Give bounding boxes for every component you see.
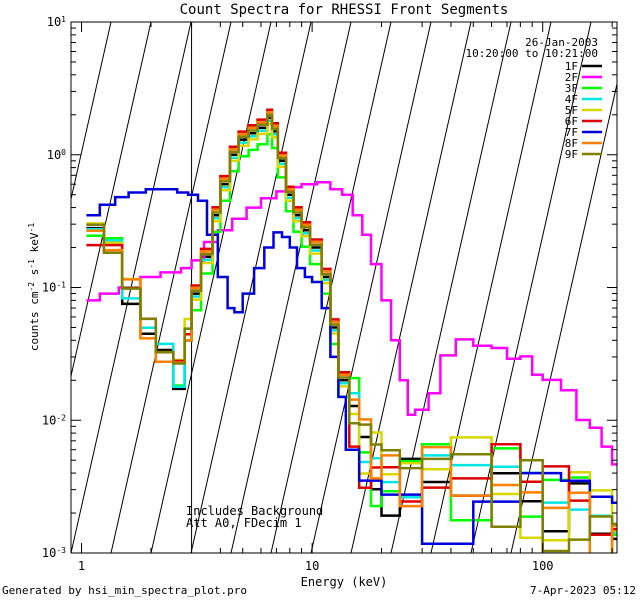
hatch-line bbox=[230, 22, 352, 553]
hatch-line bbox=[110, 22, 232, 553]
y-tick-label: 10-1 bbox=[42, 280, 66, 295]
legend-label-4f: 4F bbox=[565, 93, 578, 106]
x-tick-label: 10 bbox=[305, 559, 319, 573]
x-tick-label: 1 bbox=[78, 559, 85, 573]
axes: 1 10 100 101 100 10-1 10-2 10-3 bbox=[42, 15, 618, 573]
legend-label-9f: 9F bbox=[565, 148, 578, 161]
footer-generator: Generated by hsi_min_spectra_plot.pro bbox=[2, 584, 247, 597]
hatch-line bbox=[310, 22, 432, 553]
hatch-line bbox=[150, 22, 272, 553]
series-line-1f bbox=[86, 116, 617, 541]
series-line-6f bbox=[86, 108, 617, 537]
series-line-9f bbox=[86, 113, 617, 553]
series-line-8f bbox=[86, 111, 617, 553]
y-tick-label: 10-3 bbox=[42, 546, 66, 561]
y-axis-label: counts cm-2 s-1 keV-1 bbox=[27, 223, 42, 351]
series-line-4f bbox=[86, 119, 617, 535]
date-label: 26-Jan-2003 bbox=[525, 36, 598, 49]
legend-label-7f: 7F bbox=[565, 126, 578, 139]
hatch-line bbox=[71, 22, 112, 202]
x-axis-label: Energy (keV) bbox=[301, 575, 388, 589]
y-tick-label: 100 bbox=[47, 147, 66, 162]
hatch-line bbox=[71, 22, 152, 379]
legend-label-3f: 3F bbox=[565, 82, 578, 95]
hatch-line bbox=[510, 81, 617, 553]
series-line-2f bbox=[86, 181, 617, 466]
series-group bbox=[86, 108, 617, 553]
y-tick-label: 10-2 bbox=[42, 413, 66, 428]
annotation-attenuator: Att A0, FDecim 1 bbox=[186, 516, 302, 530]
chart-title: Count Spectra for RHESSI Front Segments bbox=[180, 2, 509, 18]
series-line-5f bbox=[86, 122, 617, 542]
legend-label-6f: 6F bbox=[565, 115, 578, 128]
hatch-line bbox=[190, 22, 312, 553]
series-line-7f bbox=[86, 187, 617, 546]
x-tick-label: 100 bbox=[532, 559, 554, 573]
footer-date: 7-Apr-2023 05:12 bbox=[530, 584, 636, 597]
annotation-background: Includes Background bbox=[186, 504, 323, 518]
legend-label-1f: 1F bbox=[565, 60, 578, 73]
time-range-label: 10:20:00 to 10:21:00 bbox=[466, 47, 598, 60]
legend-label-5f: 5F bbox=[565, 104, 578, 117]
legend-label-8f: 8F bbox=[565, 137, 578, 150]
legend-label-2f: 2F bbox=[565, 71, 578, 84]
y-tick-label: 101 bbox=[47, 15, 66, 30]
